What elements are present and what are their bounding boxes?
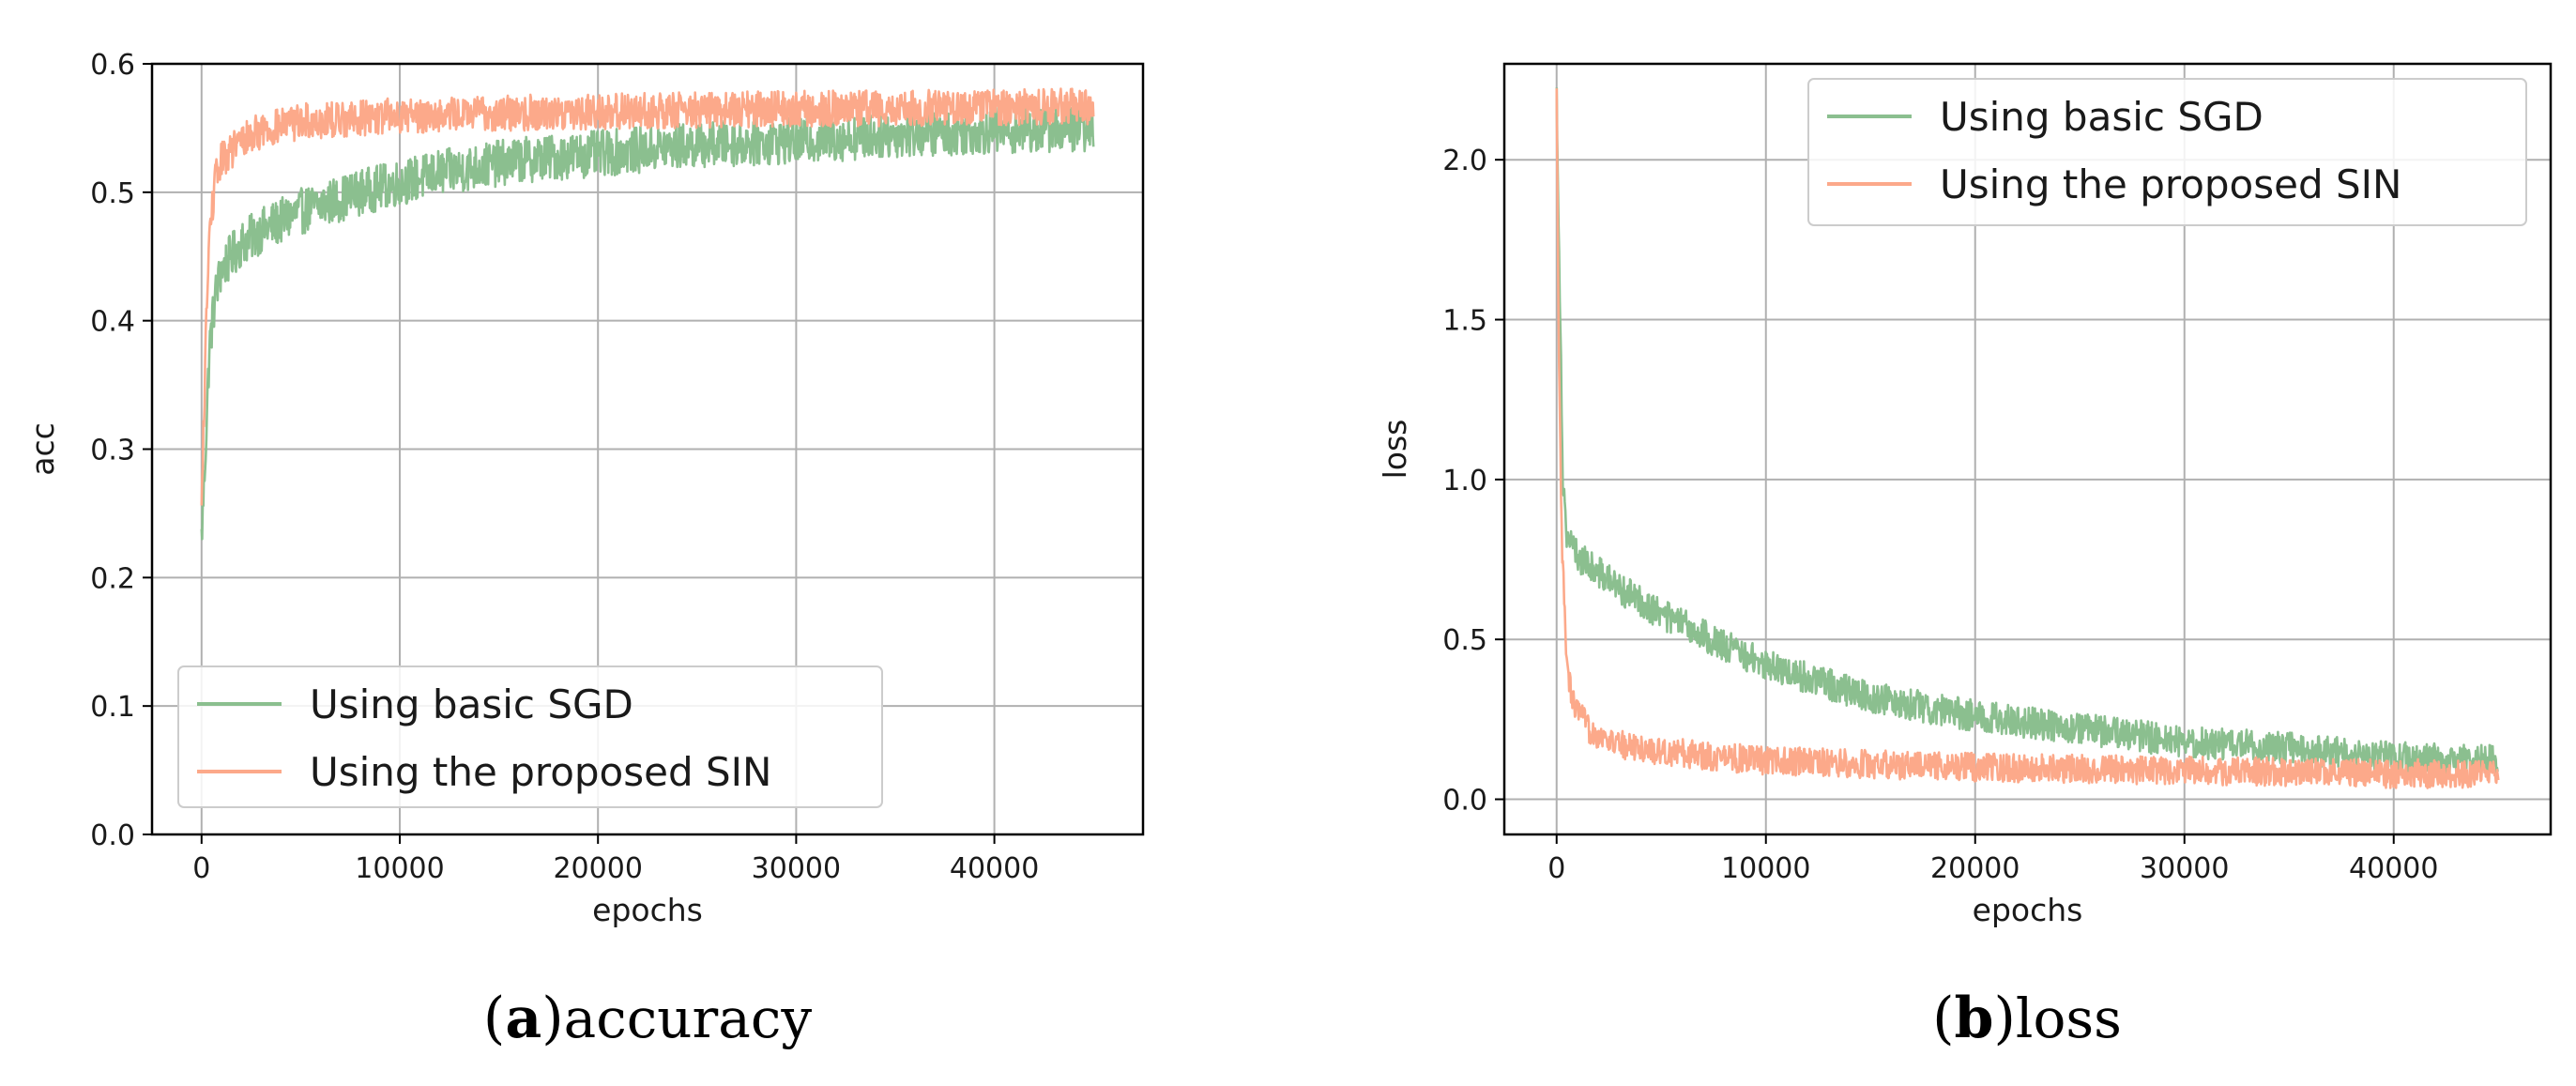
loss-series [1555, 87, 2500, 789]
accuracy-series-sin-line [200, 87, 1095, 506]
loss-y-axis-label: loss [1377, 420, 1413, 480]
loss-x-tick-label-3: 30000 [2140, 852, 2229, 885]
accuracy-y-tick-label-4: 0.4 [90, 306, 135, 339]
loss-x-tick-label-1: 10000 [1721, 852, 1810, 885]
accuracy-x-tick-label-0: 0 [192, 852, 210, 885]
accuracy-x-tick-label-2: 20000 [553, 852, 642, 885]
loss-caption-text: loss [2016, 987, 2122, 1050]
accuracy-y-tick-label-5: 0.5 [90, 177, 135, 210]
accuracy-panel: 0 10000 20000 30000 40000 0.0 0.1 0.2 0.3 0.4 0.5… [24, 49, 1145, 1051]
accuracy-legend-label-sgd: Using basic SGD [310, 681, 633, 727]
accuracy-series-sgd-line [200, 103, 1095, 541]
accuracy-y-tick-label-6: 0.6 [90, 49, 135, 82]
accuracy-x-tick-label-3: 30000 [752, 852, 841, 885]
accuracy-x-axis-label: epochs [592, 892, 703, 928]
accuracy-series [200, 87, 1095, 541]
accuracy-y-tick-label-0: 0.0 [90, 819, 135, 852]
loss-y-tick-label-1: 0.5 [1442, 624, 1487, 657]
accuracy-x-tick-label-1: 10000 [355, 852, 444, 885]
loss-series-sin-line [1555, 88, 2500, 789]
loss-legend-box [1807, 78, 2527, 226]
accuracy-legend: Using basic SGD Using the proposed SIN [177, 665, 883, 808]
accuracy-x-ticks: 0 10000 20000 30000 40000 [192, 834, 1039, 885]
loss-x-ticks: 0 10000 20000 30000 40000 [1547, 834, 2438, 885]
loss-legend-label-sgd: Using basic SGD [1940, 94, 2264, 140]
accuracy-y-tick-label-1: 0.1 [90, 691, 135, 724]
accuracy-legend-box [177, 665, 883, 808]
accuracy-legend-label-sin: Using the proposed SIN [310, 749, 771, 795]
loss-y-tick-label-4: 2.0 [1442, 145, 1487, 177]
loss-x-tick-label-4: 40000 [2349, 852, 2438, 885]
loss-panel: 0 10000 20000 30000 40000 0.0 0.5 1.0 1.5 2.0 ep… [1377, 62, 2553, 1051]
loss-x-tick-label-2: 20000 [1930, 852, 2020, 885]
loss-y-ticks: 0.0 0.5 1.0 1.5 2.0 [1442, 145, 1504, 818]
loss-series-sgd-line [1555, 87, 2500, 777]
accuracy-x-tick-label-4: 40000 [950, 852, 1039, 885]
loss-y-tick-label-0: 0.0 [1442, 785, 1487, 818]
loss-caption: (b)loss [1932, 986, 2122, 1051]
accuracy-y-tick-label-2: 0.2 [90, 562, 135, 595]
loss-y-tick-label-2: 1.0 [1442, 465, 1487, 497]
loss-x-axis-label: epochs [1973, 892, 2083, 928]
accuracy-y-tick-label-3: 0.3 [90, 435, 135, 467]
loss-caption-letter: b [1955, 986, 1994, 1051]
loss-x-tick-label-0: 0 [1547, 852, 1565, 885]
loss-y-tick-label-3: 1.5 [1442, 305, 1487, 338]
accuracy-y-axis-label: acc [24, 422, 61, 476]
accuracy-caption: (a)accuracy [483, 986, 812, 1051]
accuracy-y-ticks: 0.0 0.1 0.2 0.3 0.4 0.5 0.6 [90, 49, 152, 852]
loss-plot-frame [1502, 62, 2553, 836]
loss-legend-label-sin: Using the proposed SIN [1940, 161, 2401, 207]
loss-legend: Using basic SGD Using the proposed SIN [1807, 78, 2527, 226]
accuracy-caption-letter: a [505, 986, 541, 1051]
accuracy-caption-text: accuracy [564, 987, 813, 1050]
